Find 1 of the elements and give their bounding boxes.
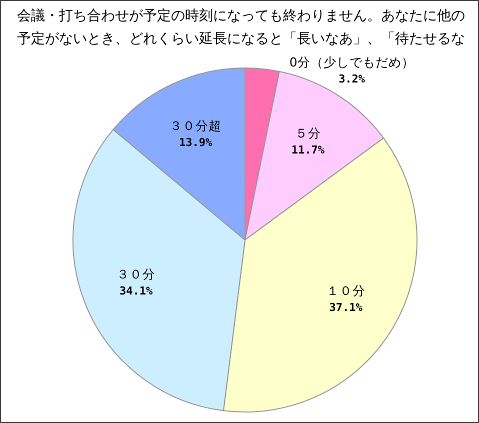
title: 会議・打ち合わせが予定の時刻になっても終わりません。あなたに他の予定がないとき、どれくらい延長になると「長いなあ」、「待たせるな <box>17 7 466 49</box>
